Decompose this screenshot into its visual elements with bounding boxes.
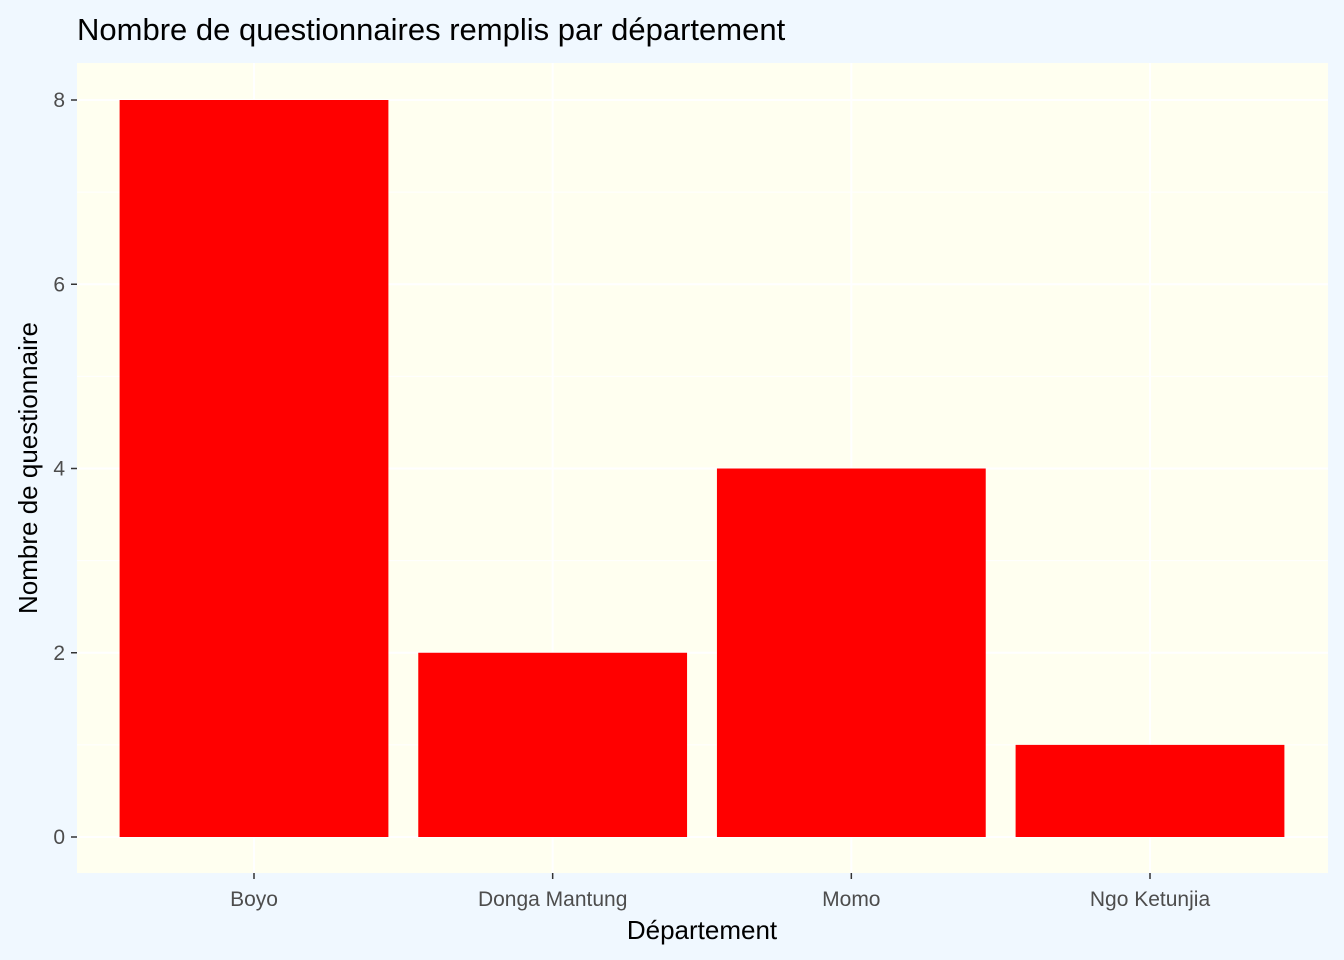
x-tick-label: Ngo Ketunjia (1090, 888, 1211, 911)
axes: 0 2 4 6 8 Boyo Donga Mantung Momo Ngo Ketunjia (53, 89, 1210, 911)
x-axis-title: Département (627, 915, 778, 945)
x-tick-label: Boyo (230, 888, 278, 911)
bar-donga-mantung (418, 652, 688, 837)
y-tick-label: 4 (53, 458, 65, 481)
y-tick-label: 2 (53, 642, 65, 665)
y-tick-label: 6 (53, 273, 65, 296)
chart-title: Nombre de questionnaires remplis par dép… (77, 12, 786, 47)
bar-momo (716, 468, 986, 837)
bar-boyo (119, 100, 389, 837)
y-tick-label: 0 (53, 826, 65, 849)
x-tick-label: Momo (822, 888, 880, 911)
x-tick-label: Donga Mantung (478, 888, 627, 911)
y-axis-title: Nombre de questionnaire (13, 322, 43, 614)
bar-ngo-ketunjia (1015, 744, 1285, 837)
y-tick-label: 8 (53, 89, 65, 112)
bars (119, 100, 1285, 837)
